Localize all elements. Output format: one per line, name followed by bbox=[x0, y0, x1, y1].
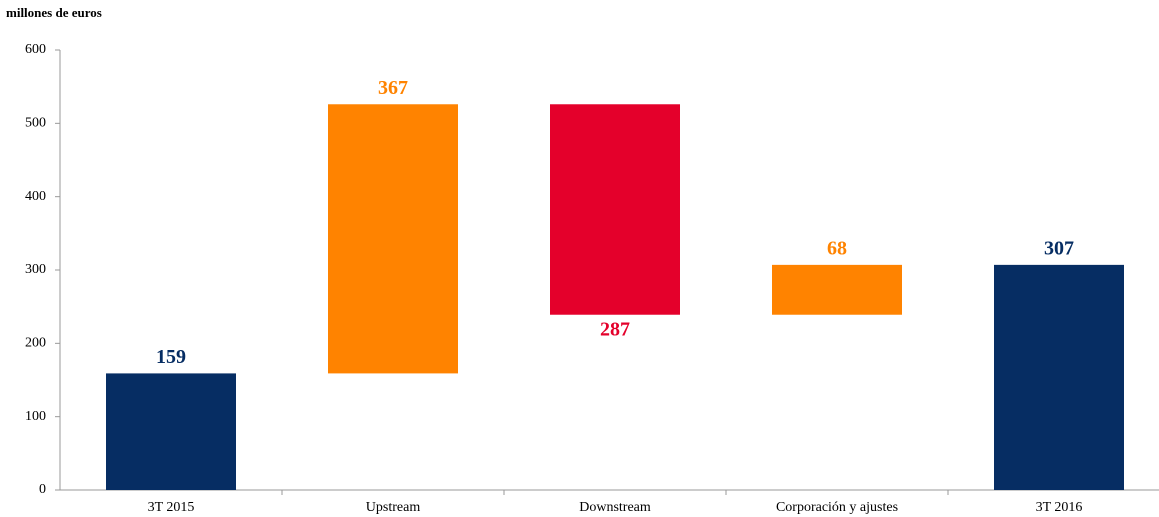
y-tick-label: 400 bbox=[25, 189, 46, 204]
bar bbox=[772, 264, 902, 315]
y-tick-label: 500 bbox=[25, 116, 46, 131]
bar bbox=[994, 264, 1124, 490]
x-tick-label: 3T 2016 bbox=[1036, 500, 1083, 515]
value-label: 307 bbox=[1044, 237, 1074, 259]
y-tick-label: 100 bbox=[25, 409, 46, 424]
y-tick-label: 300 bbox=[25, 262, 46, 277]
value-label: 367 bbox=[378, 77, 408, 99]
value-label: 68 bbox=[827, 237, 847, 259]
chart-title: millones de euros bbox=[6, 5, 102, 20]
y-tick-label: 200 bbox=[25, 336, 46, 351]
y-tick-label: 0 bbox=[39, 482, 46, 497]
x-tick-label: Upstream bbox=[366, 500, 421, 515]
value-label: 159 bbox=[156, 346, 186, 368]
bar bbox=[106, 373, 236, 490]
x-tick-label: Corporación y ajustes bbox=[776, 500, 898, 515]
bar bbox=[550, 104, 680, 315]
x-tick-label: 3T 2015 bbox=[148, 500, 195, 515]
y-tick-label: 600 bbox=[25, 42, 46, 57]
x-tick-label: Downstream bbox=[579, 500, 651, 515]
value-label: 287 bbox=[600, 318, 630, 340]
bar bbox=[328, 104, 458, 374]
